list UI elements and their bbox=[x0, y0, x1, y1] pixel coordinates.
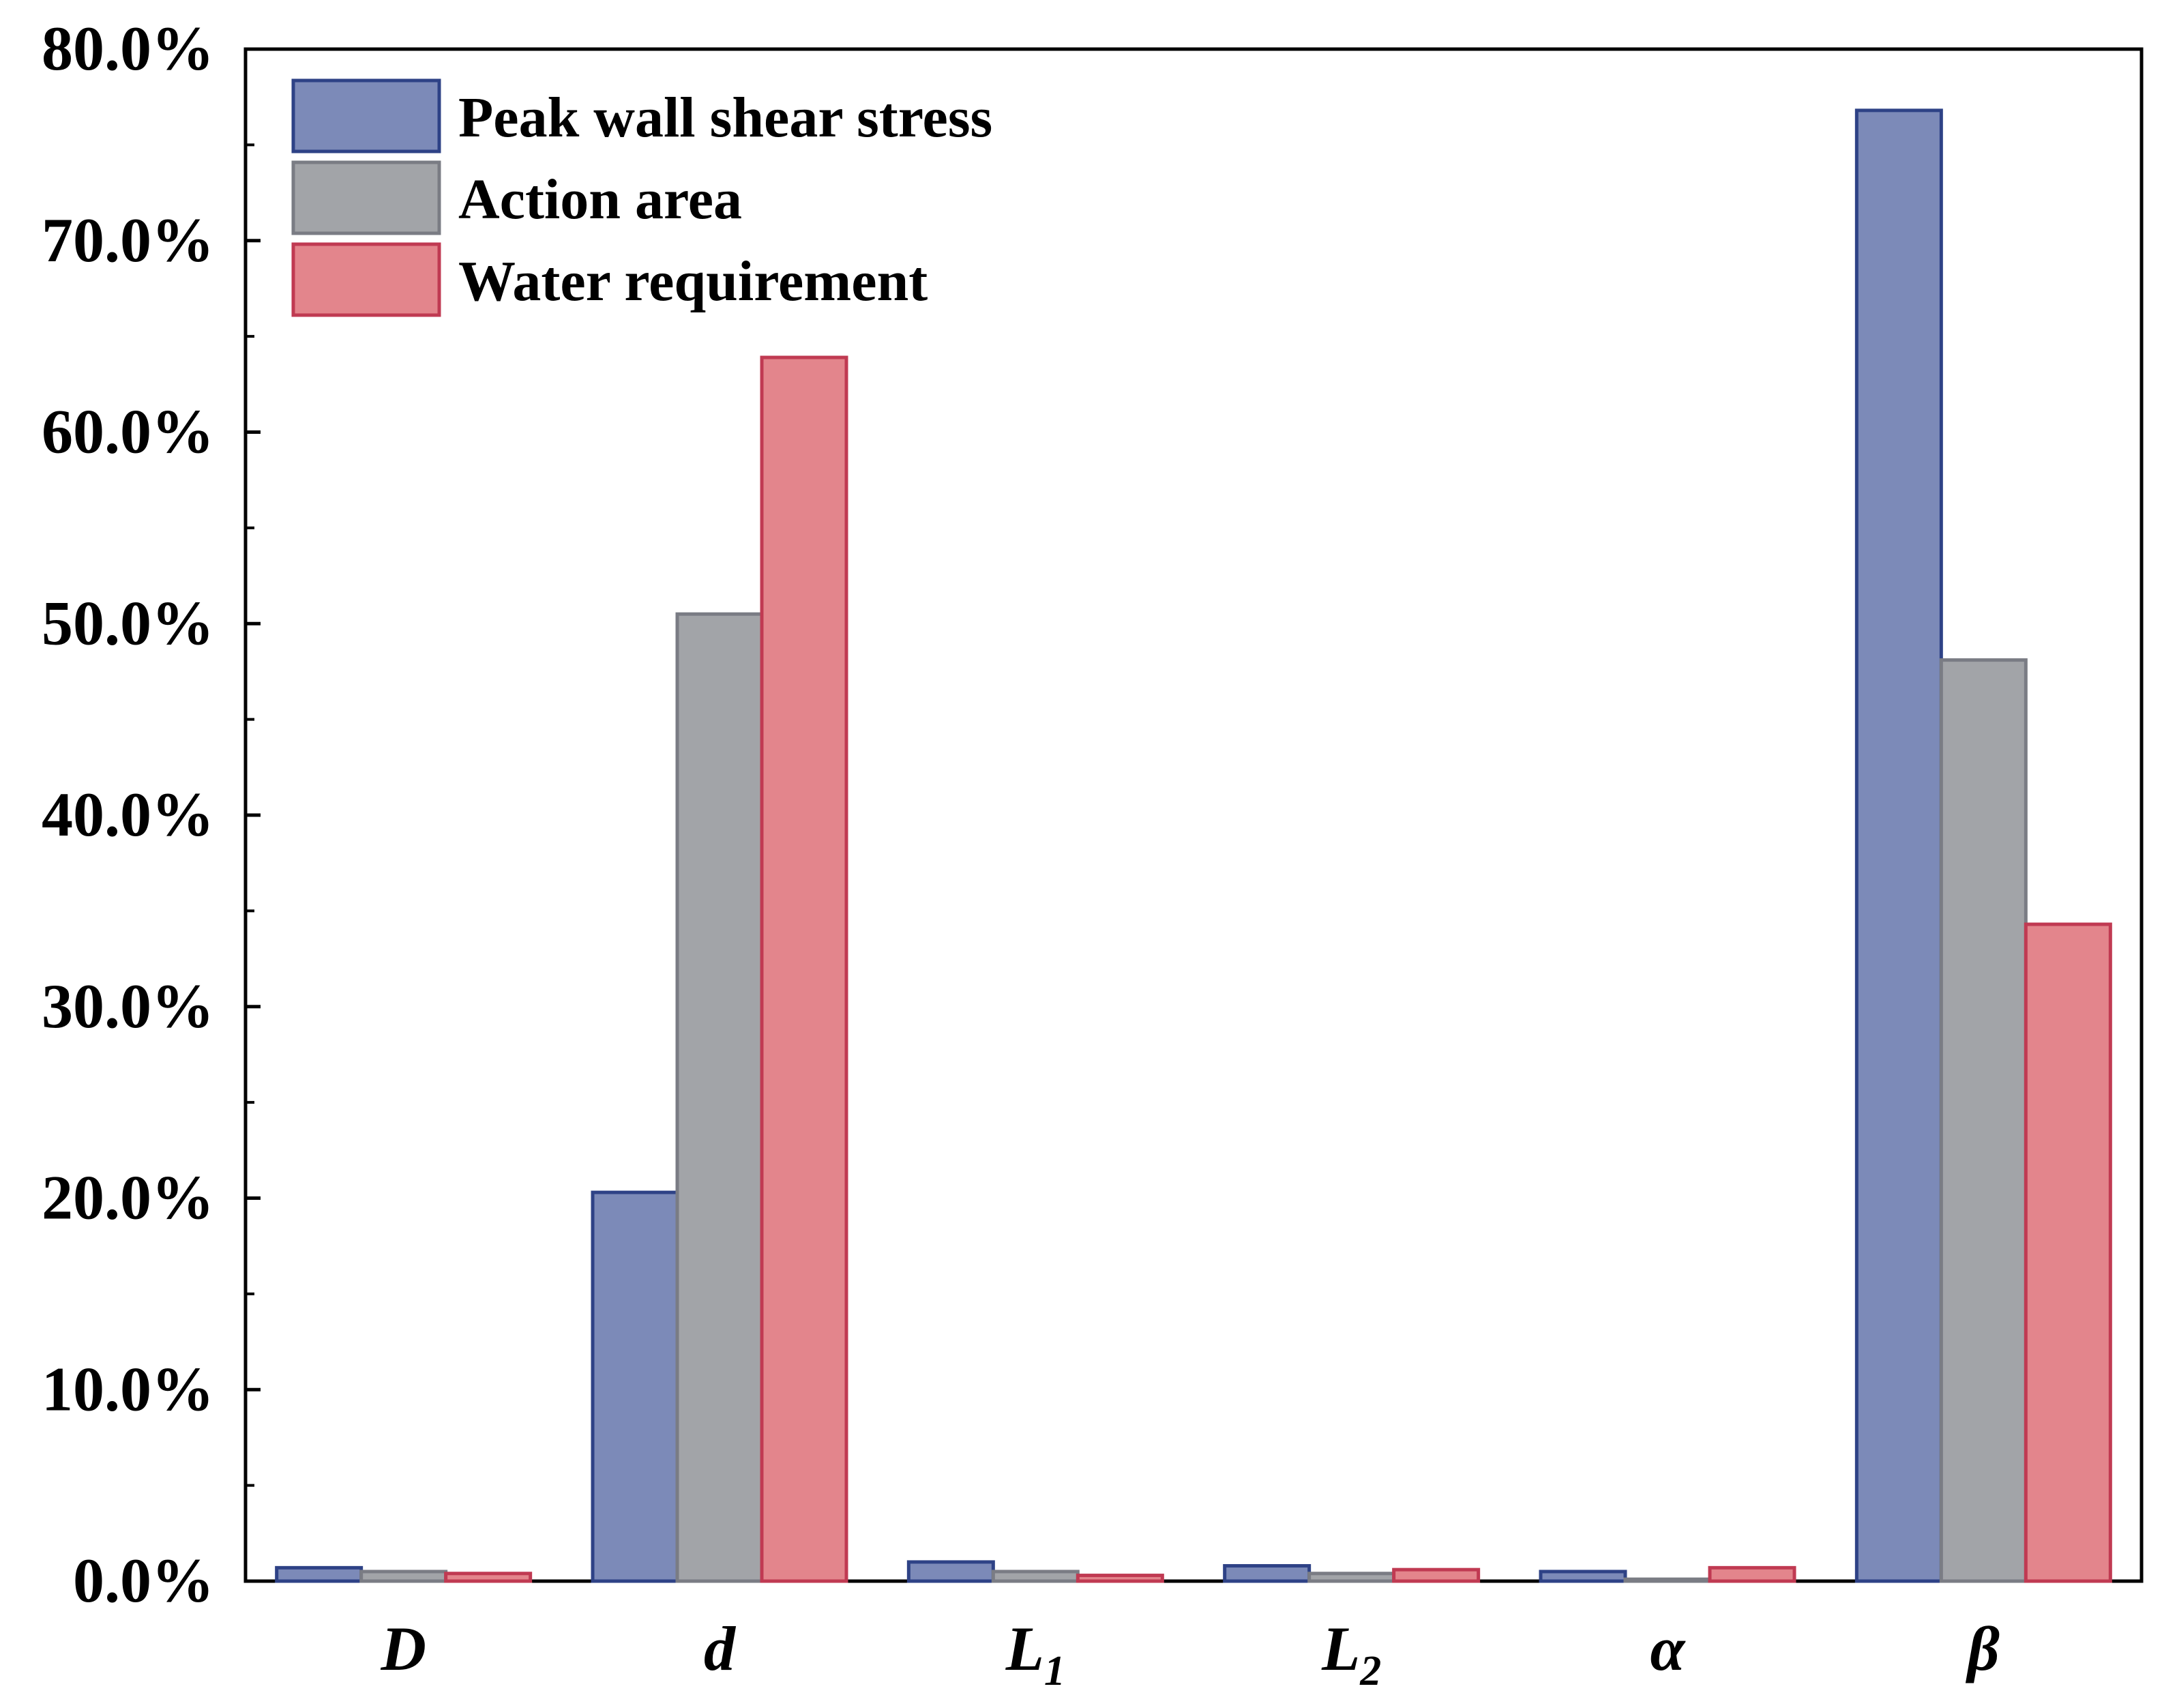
y-tick-label: 30.0% bbox=[42, 971, 214, 1041]
bar-action-area bbox=[991, 1570, 1080, 1583]
bar-water-requirement bbox=[1708, 1565, 1796, 1583]
x-tick-label: L2 bbox=[1321, 1614, 1381, 1694]
bar-water-requirement bbox=[1392, 1567, 1481, 1583]
legend-swatch bbox=[291, 242, 441, 317]
bar-water-requirement bbox=[444, 1572, 533, 1583]
bars-layer bbox=[275, 108, 2112, 1583]
legend-label: Water requirement bbox=[458, 250, 928, 313]
bar-peak-wall-shear-stress bbox=[1854, 108, 1943, 1583]
x-tick-label: D bbox=[380, 1614, 426, 1683]
plot-area-frame bbox=[243, 47, 2144, 1583]
bar-peak-wall-shear-stress bbox=[591, 1190, 679, 1583]
y-tick-label: 50.0% bbox=[42, 588, 214, 658]
y-tick-label: 0.0% bbox=[73, 1546, 214, 1615]
bar-action-area bbox=[1307, 1572, 1396, 1583]
bar-action-area bbox=[1939, 658, 2028, 1583]
y-axis: 0.0% 10.0% 20.0% 30.0% 40.0% 50.0% 60.0% 70.0% 8… bbox=[42, 14, 261, 1615]
bar-peak-wall-shear-stress bbox=[906, 1560, 995, 1583]
bar-peak-wall-shear-stress bbox=[275, 1565, 364, 1583]
x-tick-label: L1 bbox=[1005, 1614, 1065, 1694]
legend-label: Action area bbox=[458, 168, 742, 231]
bar-action-area bbox=[1623, 1577, 1712, 1583]
legend-swatch bbox=[291, 78, 441, 153]
legend-swatch bbox=[291, 160, 441, 235]
x-tick-label: β bbox=[1966, 1614, 2000, 1683]
x-tick-label: α bbox=[1650, 1614, 1687, 1683]
bar-water-requirement bbox=[1076, 1574, 1164, 1583]
legend-label: Peak wall shear stress bbox=[458, 86, 992, 149]
legend: Peak wall shear stress Action area Water r… bbox=[291, 78, 992, 317]
bar-action-area bbox=[675, 612, 764, 1583]
y-tick-label: 20.0% bbox=[42, 1163, 214, 1233]
y-tick-label: 10.0% bbox=[42, 1354, 214, 1424]
bar-water-requirement bbox=[760, 355, 848, 1583]
y-tick-label: 70.0% bbox=[42, 205, 214, 275]
bar-peak-wall-shear-stress bbox=[1539, 1570, 1627, 1583]
x-tick-label: d bbox=[704, 1614, 737, 1683]
y-tick-label: 40.0% bbox=[42, 780, 214, 849]
bar-water-requirement bbox=[2024, 922, 2112, 1583]
y-tick-label: 80.0% bbox=[42, 14, 214, 83]
y-tick-label: 60.0% bbox=[42, 397, 214, 467]
bar-peak-wall-shear-stress bbox=[1223, 1564, 1312, 1583]
bar-action-area bbox=[359, 1570, 448, 1583]
